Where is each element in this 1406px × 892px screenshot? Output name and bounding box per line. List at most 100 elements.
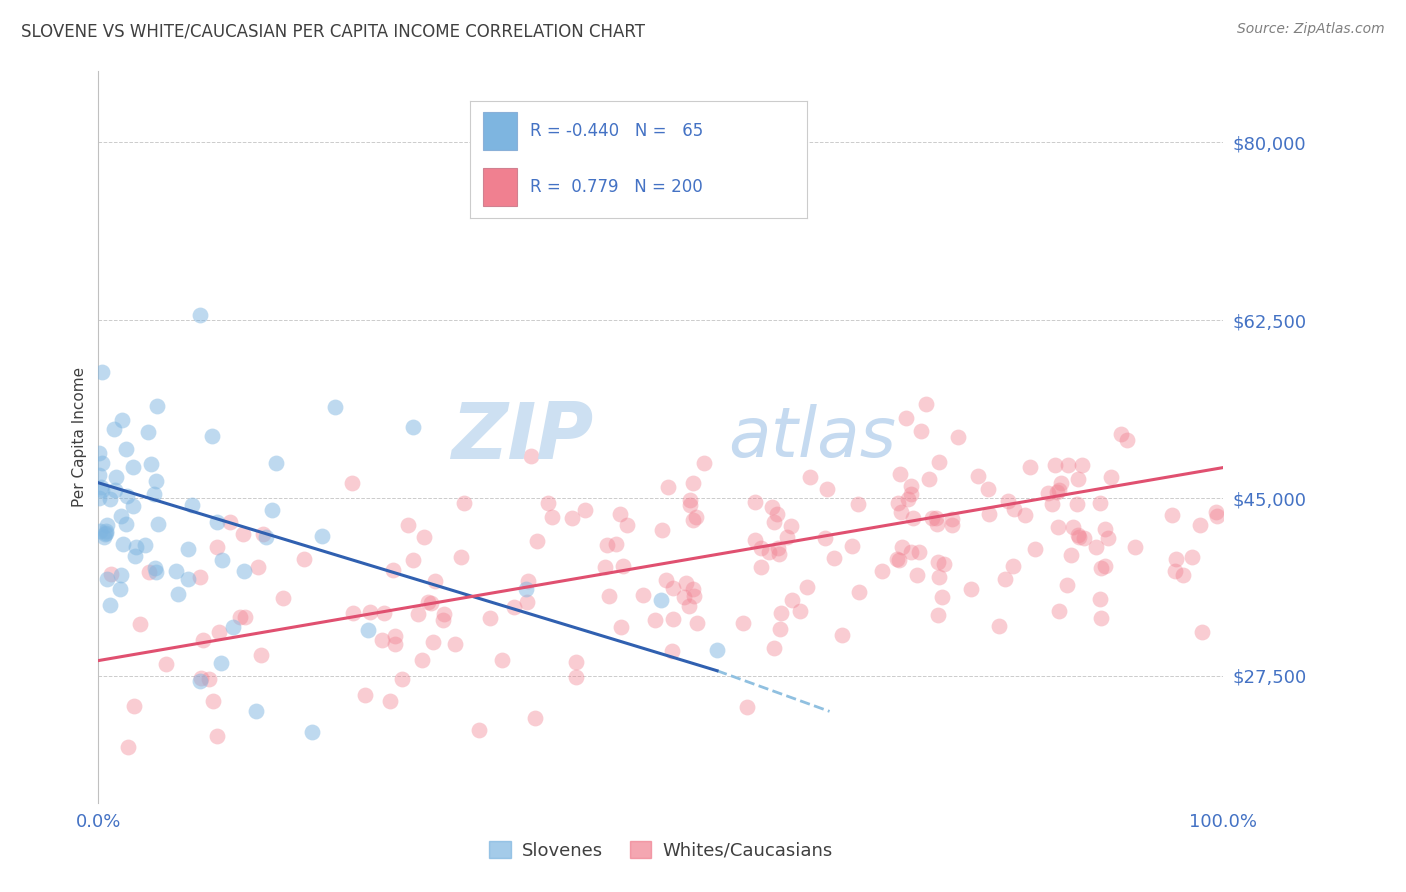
Point bbox=[416, 595, 439, 609]
Text: ZIP: ZIP bbox=[451, 399, 593, 475]
Point bbox=[98, 492, 121, 507]
Point bbox=[1090, 496, 1112, 510]
Point bbox=[1014, 508, 1036, 522]
Point bbox=[633, 588, 655, 602]
Point bbox=[250, 648, 273, 663]
Point bbox=[927, 517, 949, 532]
Point bbox=[96, 572, 118, 586]
Point bbox=[1191, 624, 1213, 639]
Point bbox=[1161, 508, 1184, 523]
Point bbox=[1088, 592, 1111, 607]
Point bbox=[932, 557, 955, 571]
Point bbox=[114, 517, 136, 532]
Point bbox=[887, 552, 910, 566]
Point bbox=[928, 570, 950, 584]
Point bbox=[252, 527, 274, 541]
Point bbox=[98, 598, 121, 612]
Point bbox=[887, 496, 910, 510]
Point bbox=[110, 508, 132, 523]
Point bbox=[90, 483, 112, 497]
Point bbox=[122, 698, 145, 713]
Point bbox=[848, 584, 870, 599]
Point bbox=[110, 582, 132, 596]
Point bbox=[96, 524, 118, 538]
Point bbox=[1038, 486, 1060, 500]
Point bbox=[176, 572, 198, 586]
Point bbox=[188, 308, 211, 322]
Point bbox=[908, 545, 931, 559]
Point bbox=[889, 467, 911, 481]
Point bbox=[1043, 458, 1066, 473]
Point bbox=[110, 568, 132, 582]
Point bbox=[776, 530, 799, 544]
Point bbox=[886, 552, 908, 566]
Point bbox=[894, 411, 917, 425]
Point bbox=[1073, 531, 1095, 545]
Point bbox=[411, 652, 433, 666]
Point bbox=[765, 508, 787, 522]
Point bbox=[915, 397, 938, 411]
Point bbox=[359, 605, 381, 619]
Point bbox=[122, 499, 145, 513]
Point bbox=[205, 540, 228, 554]
Point bbox=[657, 480, 679, 494]
Point bbox=[233, 564, 256, 578]
Point bbox=[900, 545, 922, 559]
Point bbox=[515, 582, 537, 597]
Point bbox=[190, 671, 212, 685]
Point bbox=[682, 582, 704, 597]
Point bbox=[146, 399, 169, 413]
Point bbox=[1024, 541, 1046, 556]
Text: SLOVENE VS WHITE/CAUCASIAN PER CAPITA INCOME CORRELATION CHART: SLOVENE VS WHITE/CAUCASIAN PER CAPITA IN… bbox=[21, 22, 645, 40]
Point bbox=[768, 547, 790, 561]
Point bbox=[1056, 458, 1078, 472]
Point bbox=[796, 580, 818, 594]
Point bbox=[87, 446, 110, 460]
Point bbox=[524, 711, 547, 725]
Point bbox=[897, 491, 920, 506]
Point bbox=[125, 541, 148, 555]
Point bbox=[593, 559, 616, 574]
Point bbox=[890, 505, 912, 519]
Point bbox=[967, 468, 990, 483]
Point bbox=[946, 430, 969, 444]
Point bbox=[419, 596, 441, 610]
Point bbox=[143, 561, 166, 575]
Point bbox=[596, 538, 619, 552]
Point bbox=[744, 495, 766, 509]
Point bbox=[766, 541, 789, 556]
Point bbox=[90, 480, 112, 494]
Point bbox=[105, 469, 128, 483]
Point bbox=[311, 529, 333, 543]
Point bbox=[357, 623, 380, 637]
Point bbox=[96, 518, 118, 533]
Point bbox=[673, 591, 696, 605]
Point bbox=[683, 590, 706, 604]
Point bbox=[831, 628, 853, 642]
Point bbox=[900, 487, 922, 501]
Point bbox=[112, 536, 135, 550]
Point bbox=[977, 482, 1000, 496]
Point bbox=[598, 589, 620, 603]
Point bbox=[789, 604, 811, 618]
Point bbox=[114, 442, 136, 456]
Point bbox=[679, 499, 702, 513]
Point bbox=[779, 519, 801, 533]
Point bbox=[769, 606, 792, 620]
Point bbox=[93, 527, 115, 541]
Point bbox=[1173, 567, 1195, 582]
Point bbox=[104, 483, 127, 498]
Point bbox=[959, 582, 981, 597]
Point bbox=[191, 632, 214, 647]
Point bbox=[1062, 519, 1084, 533]
Point bbox=[402, 420, 425, 434]
Point bbox=[402, 553, 425, 567]
Point bbox=[433, 607, 456, 621]
Point bbox=[205, 729, 228, 743]
Point bbox=[198, 672, 221, 686]
Point bbox=[565, 670, 588, 684]
Y-axis label: Per Capita Income: Per Capita Income bbox=[72, 367, 87, 508]
Point bbox=[609, 507, 631, 521]
Point bbox=[229, 610, 252, 624]
Point bbox=[1047, 483, 1070, 497]
